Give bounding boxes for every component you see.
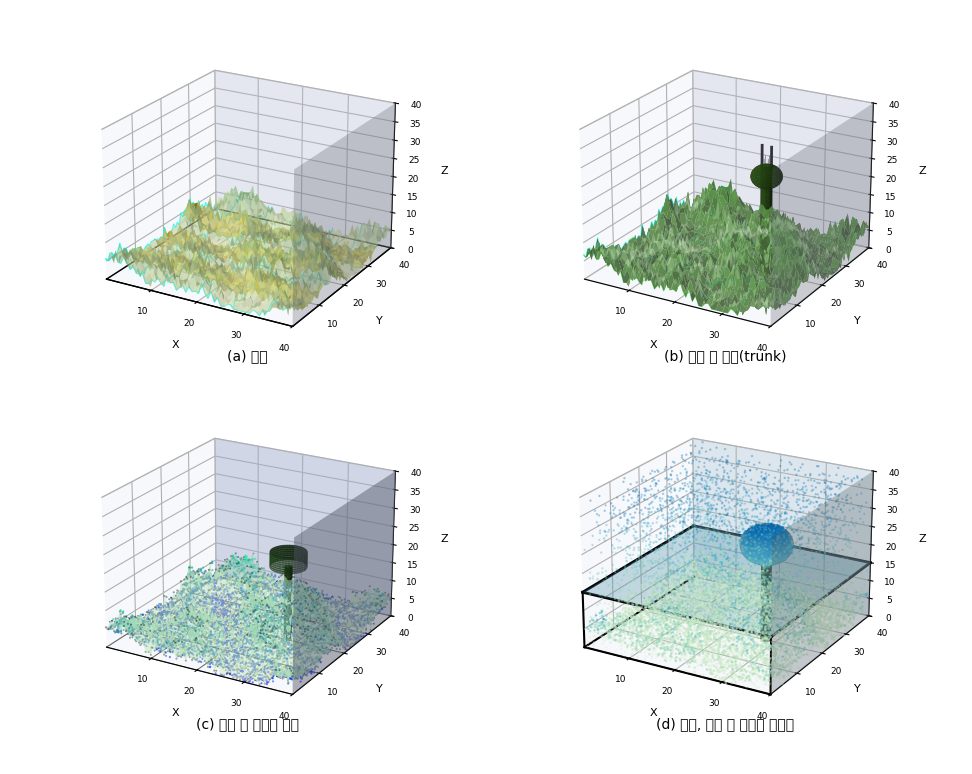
Y-axis label: Y: Y: [853, 316, 860, 326]
X-axis label: X: X: [172, 341, 180, 351]
X-axis label: X: X: [649, 341, 657, 351]
Title: (d) 지면, 수간 외 공간의 데이터: (d) 지면, 수간 외 공간의 데이터: [656, 717, 794, 731]
X-axis label: X: X: [649, 708, 657, 718]
Y-axis label: Y: Y: [376, 684, 383, 694]
Title: (a) 지면: (a) 지면: [226, 349, 267, 363]
Title: (c) 지면 및 수간의 형태: (c) 지면 및 수간의 형태: [195, 717, 298, 731]
Y-axis label: Y: Y: [376, 316, 383, 326]
Y-axis label: Y: Y: [853, 684, 860, 694]
X-axis label: X: X: [172, 708, 180, 718]
Title: (b) 지면 및 수간(trunk): (b) 지면 및 수간(trunk): [664, 349, 786, 363]
